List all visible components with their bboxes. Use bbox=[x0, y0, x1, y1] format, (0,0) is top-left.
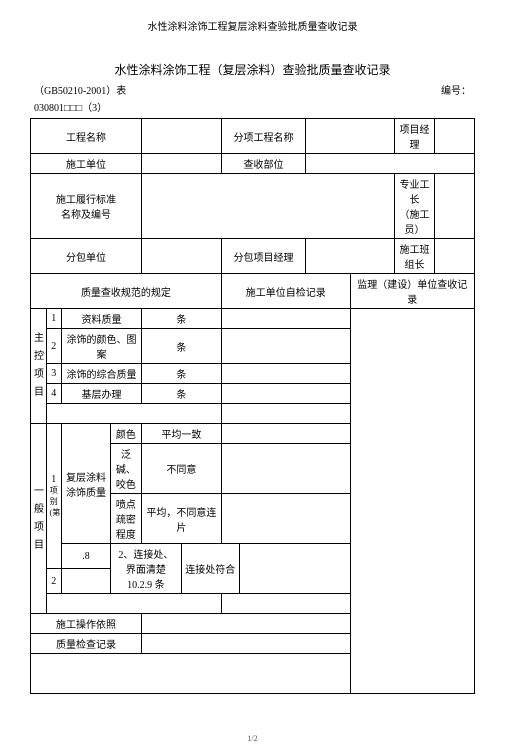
gen-group1-text: 复层涂料涂饰质量 bbox=[66, 473, 106, 499]
gen-num1: 1项别(第 bbox=[46, 424, 62, 569]
item-self bbox=[221, 364, 350, 384]
label-project-name: 工程名称 bbox=[31, 119, 142, 154]
label-team-leader: 施工班组长 bbox=[394, 239, 434, 274]
supervisor-column bbox=[350, 309, 474, 694]
gen-blank bbox=[62, 569, 111, 594]
page: 水性涂料涂饰工程复层涂料查验批质量查收记录 水性涂料涂饰工程（复层涂料）查验批质… bbox=[0, 0, 505, 753]
table-row: 主控项目 1 资料质量 条 bbox=[31, 309, 475, 329]
label-standard-line1: 施工履行标准 bbox=[34, 191, 138, 206]
code-line: 030801□□□（3） bbox=[30, 99, 475, 114]
item-self bbox=[221, 309, 350, 329]
document-title: 水性涂料涂饰工程（复层涂料）查验批质量查收记录 bbox=[30, 61, 475, 78]
page-footer: 1/2 bbox=[30, 734, 475, 743]
gen-group2-self bbox=[239, 544, 394, 594]
main-control-label: 主控项目 bbox=[31, 309, 47, 424]
label-inspection-part: 查收部位 bbox=[221, 154, 305, 174]
item-num: 2 bbox=[46, 329, 62, 364]
item-num: 1 bbox=[46, 309, 62, 329]
blank-row bbox=[221, 404, 350, 424]
standard-reference: （GB50210-2001）表 bbox=[34, 82, 126, 97]
blank-row2b bbox=[221, 594, 350, 614]
item-name: 涂饰的颜色、图案 bbox=[62, 329, 142, 364]
gen-r2-self bbox=[221, 444, 350, 494]
item-name: 基层办理 bbox=[62, 384, 142, 404]
table-row: 分包单位 分包项目经理 施工班组长 bbox=[31, 239, 475, 274]
label-construction-unit: 施工单位 bbox=[31, 154, 142, 174]
label-standard: 施工履行标准 名称及编号 bbox=[31, 174, 142, 239]
label-self-check: 施工单位自检记录 bbox=[221, 274, 350, 309]
label-standard-line2: 名称及编号 bbox=[34, 206, 138, 221]
blank-row bbox=[46, 404, 221, 424]
table-row: 施工单位 查收部位 bbox=[31, 154, 475, 174]
item-unit: 条 bbox=[141, 384, 221, 404]
gen-r1-self bbox=[221, 424, 350, 444]
value-foreman bbox=[434, 174, 474, 239]
label-subitem-name: 分项工程名称 bbox=[221, 119, 305, 154]
value-subitem-name bbox=[306, 119, 395, 154]
table-row: 施工履行标准 名称及编号 专业工长 （施工员） bbox=[31, 174, 475, 239]
main-table: 工程名称 分项工程名称 项目经理 施工单位 查收部位 施工履行标准 名称及编号 … bbox=[30, 118, 475, 694]
item-self bbox=[221, 384, 350, 404]
value-inspection-part bbox=[306, 154, 475, 174]
item-name: 涂饰的综合质量 bbox=[62, 364, 142, 384]
table-row: 工程名称 分项工程名称 项目经理 bbox=[31, 119, 475, 154]
label-subcontractor: 分包单位 bbox=[31, 239, 142, 274]
gen-group2-b: 连接处符合 bbox=[181, 544, 239, 594]
value-pm bbox=[434, 119, 474, 154]
gen-r2a: 泛碱、咬色 bbox=[110, 444, 141, 494]
value-standard bbox=[141, 174, 394, 239]
item-unit: 条 bbox=[141, 364, 221, 384]
label-quality-record: 质量检查记录 bbox=[31, 634, 142, 654]
subheader-row: （GB50210-2001）表 编号： bbox=[30, 82, 475, 97]
gen-r1b: 平均一致 bbox=[141, 424, 221, 444]
gen-group1-label: 复层涂料涂饰质量 bbox=[62, 424, 111, 544]
label-pm: 项目经理 bbox=[394, 119, 434, 154]
label-sub-pm: 分包项目经理 bbox=[221, 239, 305, 274]
value-project-name bbox=[141, 119, 221, 154]
value-quality-record bbox=[141, 634, 350, 654]
item-self bbox=[221, 329, 350, 364]
bottom-blank bbox=[31, 654, 351, 694]
item-name: 资料质量 bbox=[62, 309, 142, 329]
blank-row2 bbox=[46, 594, 221, 614]
document-header: 水性涂料涂饰工程复层涂料查验批质量查收记录 bbox=[30, 18, 475, 33]
numbering-label: 编号： bbox=[441, 82, 471, 97]
gen-r3-self bbox=[221, 494, 350, 544]
label-operation-basis: 施工操作依照 bbox=[31, 614, 142, 634]
label-supervisor-check: 监理（建设）单位查收记录 bbox=[350, 274, 474, 309]
general-label: 一般项目 bbox=[31, 424, 47, 614]
item-unit: 条 bbox=[141, 329, 221, 364]
value-subcontractor bbox=[141, 239, 221, 274]
gen-num2: 2 bbox=[46, 569, 62, 594]
gen-group2-text: 2、连接处、界面清楚 bbox=[118, 550, 173, 576]
table-row: 质量查收规范的规定 施工单位自检记录 监理（建设）单位查收记录 bbox=[31, 274, 475, 309]
value-construction-unit bbox=[141, 154, 221, 174]
value-team-leader bbox=[434, 239, 474, 274]
gen-group1-code: .8 bbox=[62, 544, 111, 569]
item-num: 4 bbox=[46, 384, 62, 404]
gen-r2b: 不同意 bbox=[141, 444, 221, 494]
item-num: 3 bbox=[46, 364, 62, 384]
item-unit: 条 bbox=[141, 309, 221, 329]
label-foreman: 专业工长 （施工员） bbox=[394, 174, 434, 239]
label-spec: 质量查收规范的规定 bbox=[31, 274, 222, 309]
value-sub-pm bbox=[306, 239, 395, 274]
label-foreman-line1: 专业工长 bbox=[398, 176, 431, 206]
value-operation-basis bbox=[141, 614, 350, 634]
gen-group2-label: 2、连接处、界面清楚 10.2.9 条 bbox=[110, 544, 181, 594]
gen-r1a: 颜色 bbox=[110, 424, 141, 444]
gen-group2-code: 10.2.9 条 bbox=[127, 580, 165, 591]
label-foreman-line2: （施工员） bbox=[398, 206, 431, 236]
gen-r3b: 平均，不同意连片 bbox=[141, 494, 221, 544]
gen-r3a: 喷点疏密程度 bbox=[110, 494, 141, 544]
